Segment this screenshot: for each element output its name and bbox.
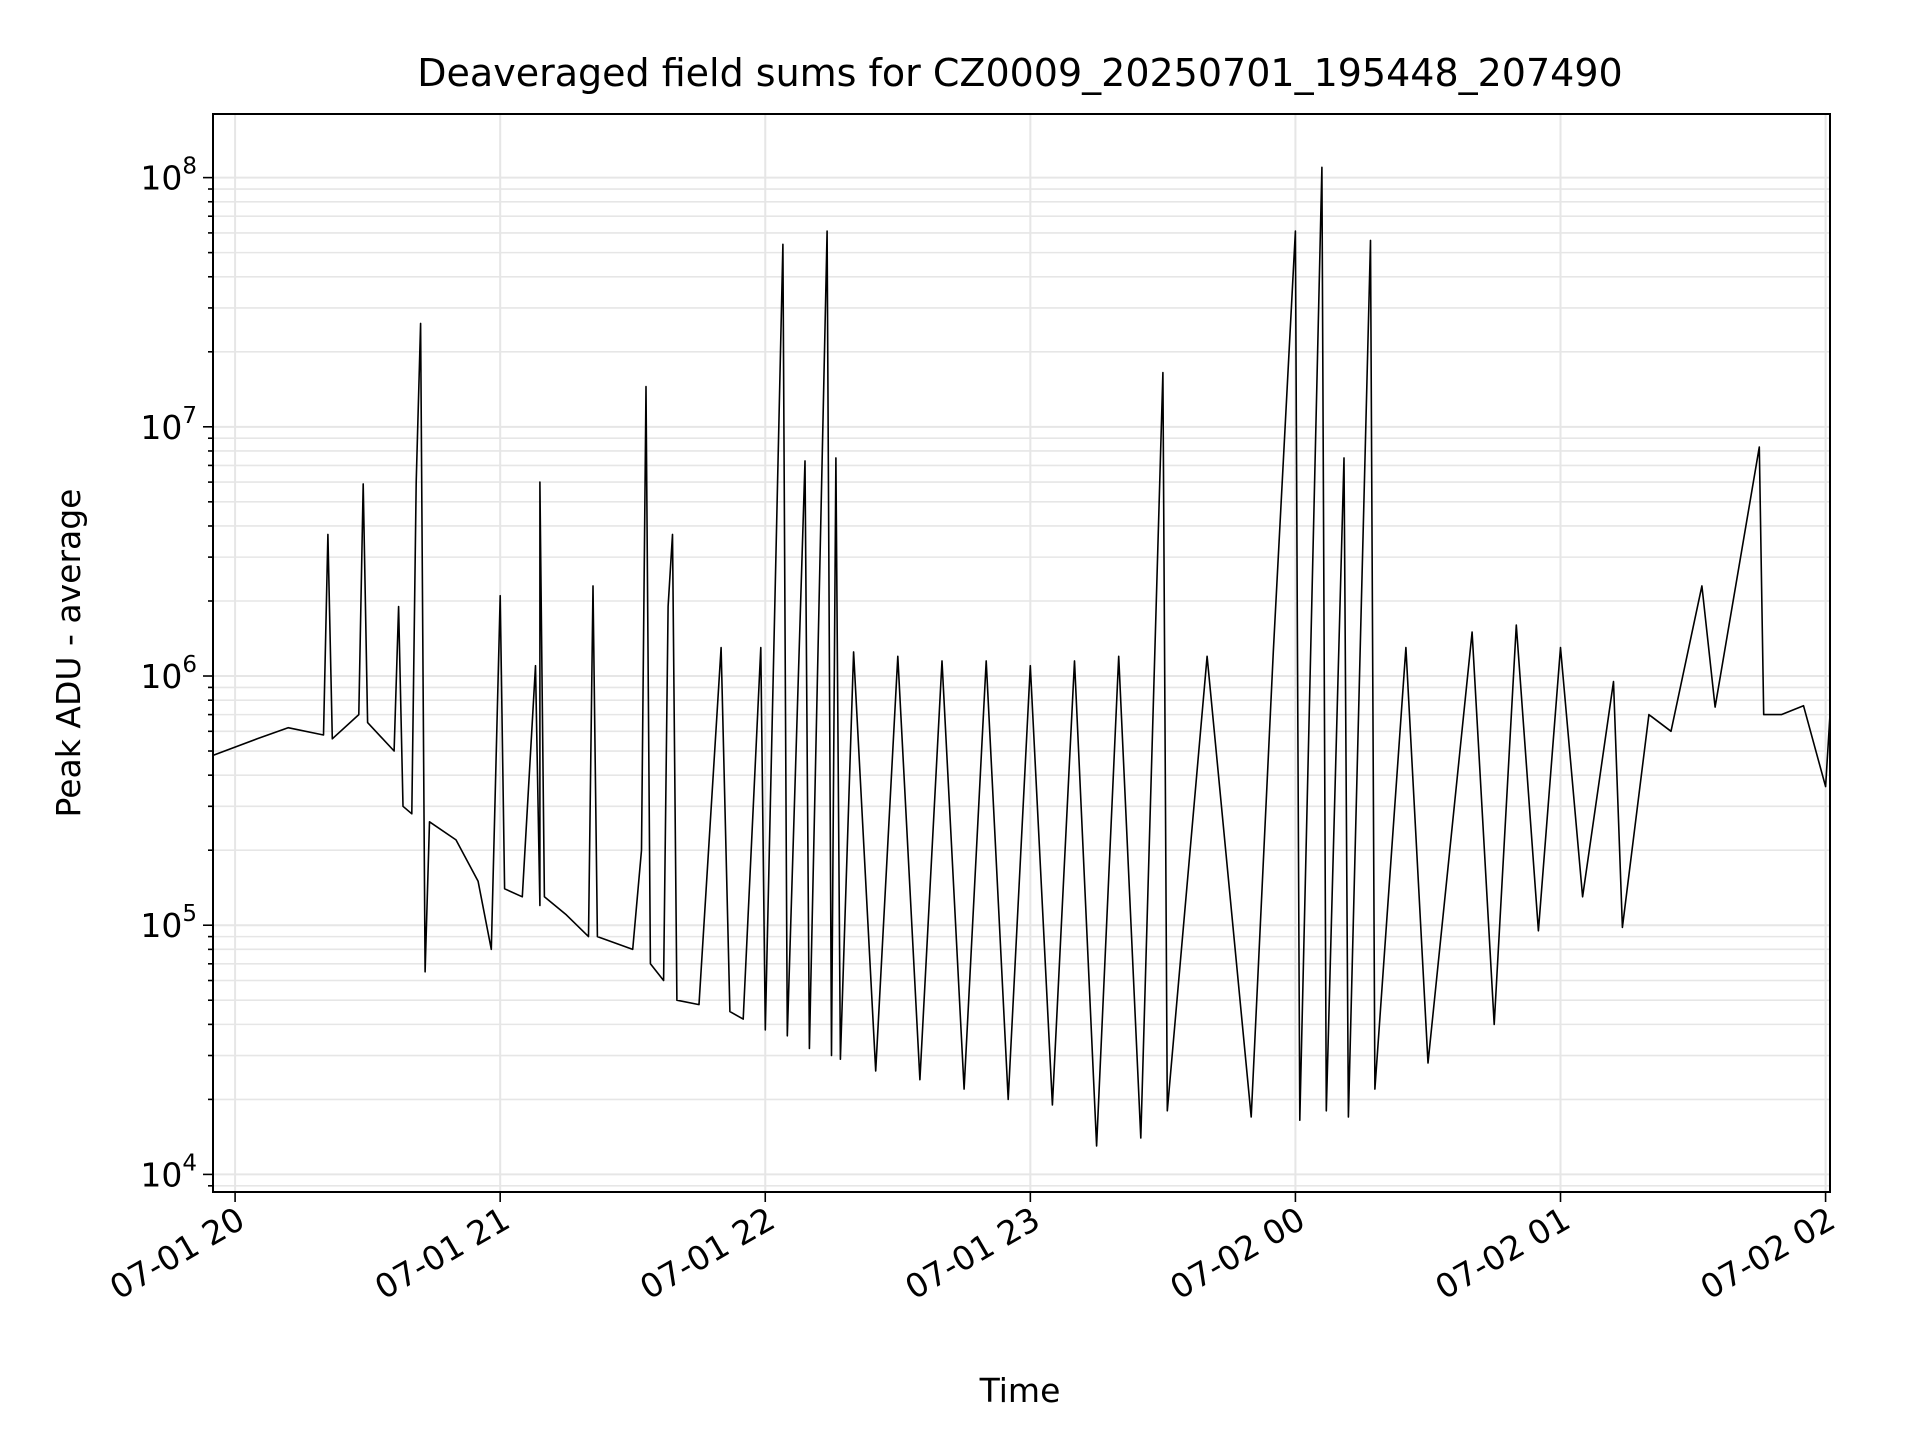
y-axis-label: Peak ADU - average [49, 489, 88, 818]
plot-frame [212, 113, 1831, 1193]
x-tick-label: 07-02 01 [1429, 1199, 1577, 1307]
y-tick-label: 104 [140, 1150, 197, 1194]
series-line [212, 166, 1831, 1147]
y-tick-label: 105 [140, 901, 197, 945]
x-axis: 07-01 20 07-01 21 07-01 22 07-01 23 07-02 00… [103, 1192, 1842, 1307]
y-tick-label: 108 [140, 154, 197, 198]
y-tick-label: 107 [140, 403, 197, 447]
x-tick-label: 07-01 22 [633, 1199, 781, 1307]
x-tick-label: 07-02 02 [1694, 1199, 1842, 1307]
chart-title: Deaveraged field sums for CZ0009_2025070… [417, 51, 1622, 95]
y-tick-label: 106 [140, 652, 197, 696]
grid [213, 114, 1830, 1192]
y-axis: 104 105 106 107 108 [140, 154, 213, 1194]
x-axis-label: Time [979, 1371, 1061, 1410]
x-tick-label: 07-01 20 [103, 1199, 251, 1307]
x-tick-label: 07-02 00 [1163, 1199, 1311, 1307]
series-layer [212, 166, 1831, 1147]
x-tick-label: 07-01 21 [368, 1199, 516, 1307]
x-tick-label: 07-01 23 [898, 1199, 1046, 1307]
